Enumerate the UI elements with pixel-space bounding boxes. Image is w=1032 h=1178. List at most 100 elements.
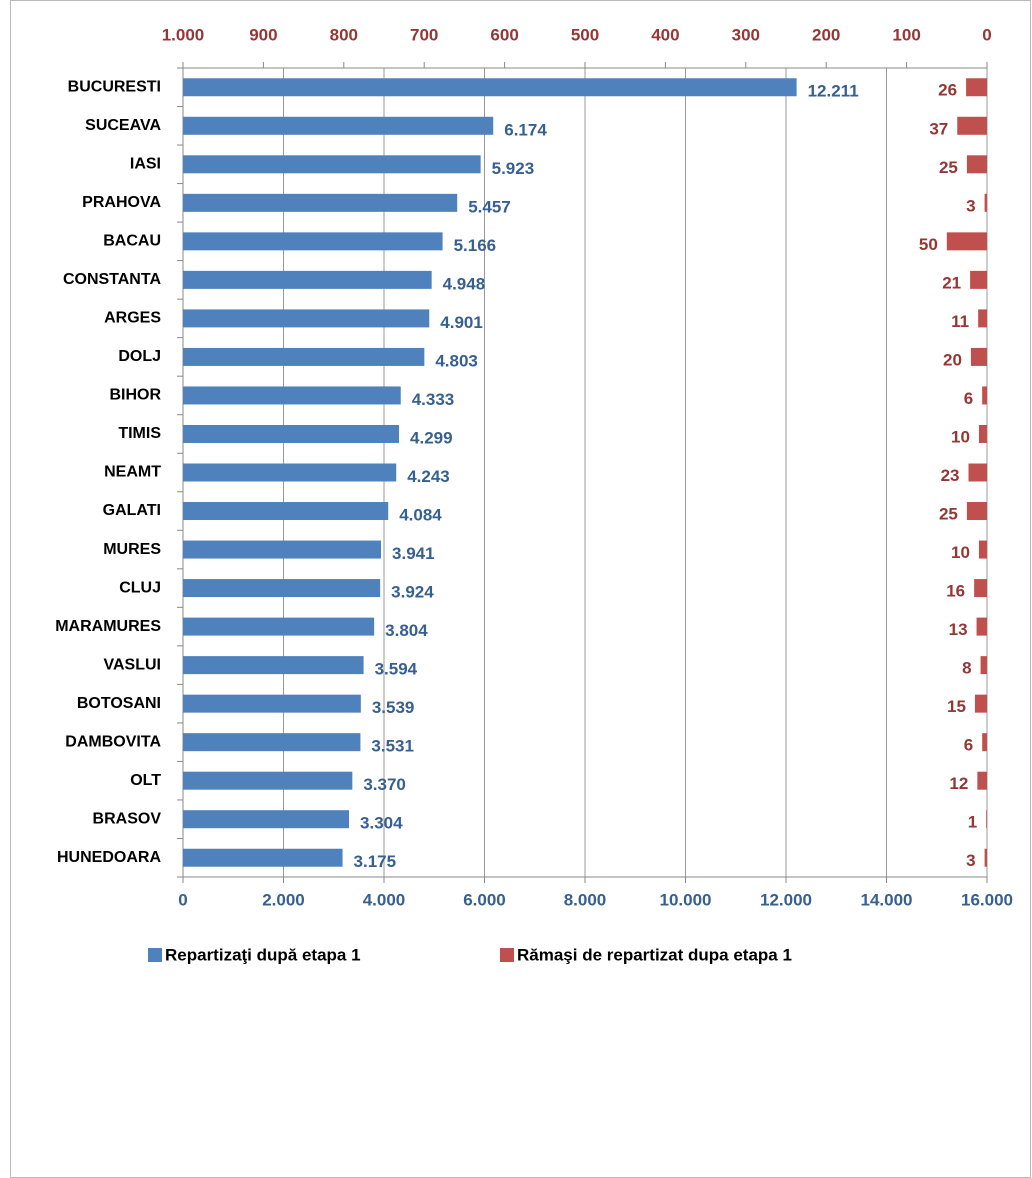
y-tick-label: DOLJ <box>118 348 161 365</box>
y-tick-label: BOTOSANI <box>77 695 161 712</box>
bar <box>946 232 987 251</box>
data-label: 3.594 <box>375 660 418 679</box>
data-label: 3.924 <box>391 583 434 602</box>
y-tick-label: SUCEAVA <box>85 117 161 134</box>
x-tick-label: 10.000 <box>660 890 712 909</box>
y-tick-label: CONSTANTA <box>63 271 162 288</box>
data-label: 12 <box>949 774 968 793</box>
data-label: 3.804 <box>385 621 428 640</box>
bar <box>978 424 987 443</box>
data-label: 37 <box>929 119 948 138</box>
bar <box>183 656 364 675</box>
bar <box>982 386 987 405</box>
data-label: 10 <box>951 427 970 446</box>
bar <box>978 540 987 559</box>
data-label: 6 <box>964 389 973 408</box>
data-label: 5.457 <box>468 197 511 216</box>
bar <box>183 771 353 790</box>
legend-swatch <box>500 948 514 962</box>
y-tick-label: BUCURESTI <box>68 78 161 95</box>
y-tick-label: DAMBOVITA <box>65 733 161 750</box>
bar <box>183 116 494 135</box>
bar <box>183 193 458 212</box>
x2-tick-label: 1.000 <box>162 25 205 44</box>
data-label: 4.948 <box>443 274 486 293</box>
data-label: 4.333 <box>412 390 455 409</box>
bar <box>183 347 425 366</box>
x-tick-label: 4.000 <box>363 890 406 909</box>
bar <box>183 733 361 752</box>
data-label: 10 <box>951 543 970 562</box>
data-label: 3.531 <box>371 737 414 756</box>
data-label: 21 <box>942 273 961 292</box>
y-tick-label: MURES <box>103 541 161 558</box>
bar <box>183 232 443 251</box>
bar <box>982 733 987 752</box>
data-label: 25 <box>939 158 958 177</box>
data-label: 4.243 <box>407 467 450 486</box>
data-label: 4.803 <box>435 351 478 370</box>
y-tick-label: TIMIS <box>118 425 161 442</box>
x2-tick-label: 600 <box>490 25 518 44</box>
bar <box>183 694 361 713</box>
bar <box>183 579 381 598</box>
data-label: 26 <box>938 81 957 100</box>
data-label: 5.166 <box>454 236 497 255</box>
chart-frame <box>10 0 1031 1178</box>
y-tick-label: PRAHOVA <box>82 194 161 211</box>
data-label: 3.539 <box>372 698 415 717</box>
x-tick-label: 12.000 <box>760 890 812 909</box>
bar <box>183 309 430 328</box>
y-tick-label: IASI <box>130 156 161 173</box>
y-tick-label: BIHOR <box>109 387 161 404</box>
bar <box>986 810 987 829</box>
bar <box>183 155 481 174</box>
data-label: 1 <box>968 813 977 832</box>
data-label: 8 <box>962 659 971 678</box>
data-label: 23 <box>941 466 960 485</box>
x2-tick-label: 700 <box>410 25 438 44</box>
bar <box>984 848 987 867</box>
data-label: 3 <box>966 196 975 215</box>
data-label: 5.923 <box>492 159 535 178</box>
data-label: 20 <box>943 350 962 369</box>
bar <box>183 502 389 521</box>
bar <box>974 579 987 598</box>
bar <box>980 656 987 675</box>
bar <box>183 463 397 482</box>
data-label: 4.299 <box>410 428 453 447</box>
legend-label: Rămaşi de repartizat dupa etapa 1 <box>517 945 792 964</box>
x-tick-label: 2.000 <box>262 890 305 909</box>
x2-tick-label: 800 <box>330 25 358 44</box>
y-tick-label: BACAU <box>103 233 161 250</box>
data-label: 3.175 <box>354 852 397 871</box>
x2-tick-label: 100 <box>892 25 920 44</box>
bar <box>970 270 987 289</box>
x2-tick-label: 0 <box>982 25 991 44</box>
data-label: 6.174 <box>504 120 547 139</box>
y-tick-label: CLUJ <box>119 579 161 596</box>
bar <box>957 116 987 135</box>
x2-tick-label: 300 <box>732 25 760 44</box>
legend-swatch <box>148 948 162 962</box>
x2-tick-label: 200 <box>812 25 840 44</box>
bar <box>183 540 382 559</box>
data-label: 25 <box>939 505 958 524</box>
bar <box>183 617 375 636</box>
data-label: 4.084 <box>399 506 442 525</box>
y-tick-label: NEAMT <box>104 464 161 481</box>
bar <box>970 347 987 366</box>
data-label: 16 <box>946 582 965 601</box>
bar <box>183 424 400 443</box>
bar <box>984 193 987 212</box>
y-tick-label: ARGES <box>104 310 161 327</box>
data-label: 4.901 <box>440 313 483 332</box>
y-tick-label: HUNEDOARA <box>57 849 161 866</box>
bar <box>974 694 987 713</box>
x-tick-label: 16.000 <box>961 890 1013 909</box>
bar <box>966 155 987 174</box>
bar <box>183 78 797 97</box>
data-label: 15 <box>947 697 966 716</box>
bar <box>977 771 987 790</box>
